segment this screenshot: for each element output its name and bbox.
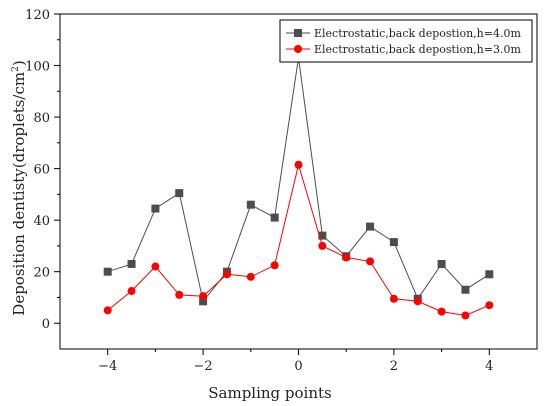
data-point (461, 311, 470, 320)
data-point (175, 290, 184, 299)
data-point (199, 292, 208, 301)
y-tick-label: 60 (33, 163, 50, 178)
x-axis-title: Sampling points (208, 384, 332, 402)
data-point (461, 285, 470, 294)
data-point (318, 241, 327, 250)
legend-label-1: Electrostatic,back depostion,h=4.0m (314, 27, 521, 40)
data-point (222, 270, 231, 279)
series-layer (103, 53, 494, 320)
x-tick-label: 4 (485, 359, 493, 374)
data-point (270, 213, 279, 222)
data-point (437, 259, 446, 268)
legend-box (279, 19, 533, 63)
series-2 (103, 160, 494, 320)
data-point (246, 272, 255, 281)
y-tick-label: 100 (25, 60, 50, 75)
y-axis-title-superscript: 2 (11, 66, 21, 72)
series-1 (103, 53, 494, 306)
data-point (389, 238, 398, 247)
x-tick-label: −4 (98, 359, 117, 374)
data-point (485, 301, 494, 310)
data-point (103, 306, 112, 315)
data-point (199, 297, 208, 306)
y-axis-title-main: Deposition dentisty(droplets/cm (10, 72, 28, 316)
data-point (342, 253, 351, 262)
series-2-line (107, 162, 490, 317)
data-point (294, 160, 303, 169)
legend: Electrostatic,back depostion,h=4.0m Elec… (279, 19, 533, 63)
data-point (151, 204, 160, 213)
data-point (246, 200, 255, 209)
data-point (437, 307, 446, 316)
y-axis-title: Deposition dentisty(droplets/cm2) (10, 60, 28, 315)
data-point (127, 287, 136, 296)
plot-frame (59, 13, 538, 350)
data-point (270, 261, 279, 270)
legend-entry-2: Electrostatic,back depostion,h=3.0m (286, 43, 521, 56)
data-point (103, 267, 112, 276)
series-1-line (107, 57, 490, 303)
y-tick-label: 80 (33, 111, 50, 126)
y-axis-title-close: ) (10, 60, 28, 66)
x-tick-label: 0 (294, 359, 302, 374)
x-tick-label: −2 (194, 359, 213, 374)
data-point (127, 259, 136, 268)
data-point (413, 297, 422, 306)
legend-swatch-marker-2 (294, 45, 302, 53)
y-tick-label: 40 (33, 214, 50, 229)
data-point (389, 294, 398, 303)
data-point (485, 270, 494, 279)
data-point (366, 222, 375, 231)
legend-entry-1: Electrostatic,back depostion,h=4.0m (286, 27, 521, 40)
y-tick-label: 20 (33, 266, 50, 281)
data-point (175, 189, 184, 198)
x-tick-label: 2 (390, 359, 398, 374)
legend-swatch-marker-1 (294, 29, 302, 37)
data-point (318, 231, 327, 240)
data-point (151, 262, 160, 271)
y-tick-label: 0 (42, 317, 50, 332)
y-tick-label: 120 (25, 8, 50, 23)
legend-label-2: Electrostatic,back depostion,h=3.0m (314, 43, 521, 56)
data-point (366, 257, 375, 266)
